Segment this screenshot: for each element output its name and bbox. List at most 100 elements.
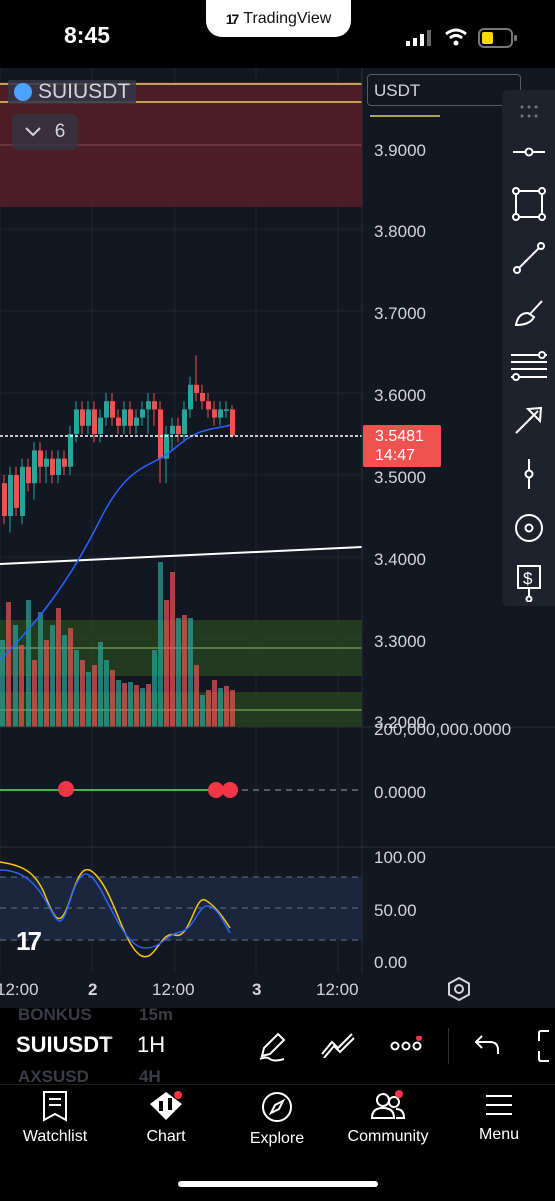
candle-body	[152, 401, 157, 410]
target-icon[interactable]	[502, 506, 555, 550]
symbol-selector[interactable]: SUIUSDT	[16, 1032, 113, 1057]
candle-body	[158, 409, 163, 459]
arrow-icon[interactable]	[502, 398, 555, 442]
prev-symbol-ghost: BONKUS	[18, 1005, 92, 1024]
toolbar-divider	[448, 1028, 449, 1064]
candle-body	[68, 434, 73, 467]
candle-body	[86, 409, 91, 426]
nav-community[interactable]: Community	[333, 1090, 443, 1160]
volume-bar	[19, 645, 24, 727]
volume-axis-label: 200,000,000.0000	[374, 720, 511, 739]
symbol-legend[interactable]: SUIUSDT	[8, 80, 137, 104]
drag-handle-icon[interactable]	[502, 90, 555, 134]
fullscreen-button[interactable]	[537, 1029, 555, 1068]
svg-text:$: $	[523, 569, 533, 588]
candle-body	[14, 475, 19, 508]
price-line-icon[interactable]	[502, 452, 555, 496]
candle-body	[164, 434, 169, 459]
currency-label[interactable]: USDT	[367, 74, 521, 106]
candle-body	[140, 409, 145, 418]
brush-icon[interactable]	[502, 290, 555, 334]
time-axis-label: 3	[252, 980, 261, 999]
last-price-tag: 3.5481 14:47	[363, 425, 441, 467]
nav-watchlist[interactable]: Watchlist	[0, 1090, 110, 1160]
volume-bar	[50, 625, 55, 727]
candle-body	[128, 409, 133, 426]
signal-icon	[406, 30, 432, 51]
compass-icon	[262, 1092, 292, 1122]
more-button[interactable]	[390, 1035, 424, 1059]
volume-bar	[68, 628, 73, 727]
indicators-button[interactable]	[320, 1032, 356, 1063]
time-axis-label: 12:00	[316, 980, 359, 999]
undo-button[interactable]	[474, 1034, 500, 1061]
candle-body	[50, 458, 55, 475]
horizontal-line-icon[interactable]	[502, 130, 555, 174]
candle-body	[176, 425, 181, 434]
candle-body	[74, 409, 79, 434]
status-time: 8:45	[64, 22, 111, 48]
app-name: TradingView	[243, 9, 332, 27]
price-axis-label: 3.4000	[374, 550, 426, 569]
volume-bar	[44, 640, 49, 727]
volume-bar	[128, 682, 133, 727]
volume-bar	[98, 642, 103, 727]
price-range-icon[interactable]: $	[502, 560, 555, 604]
volume-bar	[13, 625, 18, 727]
wifi-icon	[444, 28, 468, 51]
interval-selector[interactable]: 1H	[137, 1032, 166, 1057]
volume-bar	[6, 602, 11, 727]
volume-bar	[0, 640, 5, 727]
volume-bar	[176, 618, 181, 727]
volume-bar	[56, 608, 61, 727]
candle-body	[206, 401, 211, 410]
candle-body	[218, 409, 223, 418]
candle-body	[110, 401, 115, 418]
volume-bar	[92, 665, 97, 727]
volume-bar	[224, 686, 229, 727]
candle-body	[2, 483, 7, 516]
volume-bar	[170, 572, 175, 727]
candle-body	[212, 409, 217, 418]
indicators-collapse-button[interactable]: 6	[12, 114, 78, 150]
nav-community-label: Community	[347, 1128, 429, 1145]
bar-countdown: 14:47	[375, 447, 416, 464]
tradingview-logo-icon: 17	[225, 10, 240, 27]
price-axis-label: 3.8000	[374, 222, 426, 241]
symbol-legend-text: SUIUSDT	[38, 80, 131, 103]
time-axis-label: 12:00	[0, 980, 39, 999]
price-axis-label: 3.6000	[374, 386, 426, 405]
rectangle-icon[interactable]	[502, 182, 555, 226]
candle-body	[80, 409, 85, 426]
price-axis-label: 3.5000	[374, 468, 426, 487]
nav-chart[interactable]: Chart	[111, 1090, 221, 1160]
candle-body	[20, 466, 25, 516]
more-dots-icon	[390, 1035, 422, 1051]
undo-icon	[474, 1035, 499, 1054]
volume-bar	[164, 600, 169, 727]
price-axis-label: 3.7000	[374, 304, 426, 323]
volume-bar	[26, 600, 31, 727]
volume-bar	[62, 635, 67, 727]
volume-bar	[140, 688, 145, 727]
trend-line-icon[interactable]	[502, 236, 555, 280]
volume-bar	[206, 690, 211, 727]
volume-bar	[218, 688, 223, 727]
indicator-count: 6	[54, 121, 66, 142]
price-chart-svg[interactable]: 3.9000 3.8000 3.7000 3.6000 3.5000 3.4000 3.30…	[0, 68, 555, 1008]
fib-levels-icon[interactable]	[502, 344, 555, 388]
candle-body	[200, 393, 205, 402]
candle-body	[116, 417, 121, 426]
price-axis-label: 3.3000	[374, 632, 426, 651]
candle-body	[122, 409, 127, 426]
stoch-k-line	[0, 861, 231, 958]
nav-menu[interactable]: Menu	[444, 1090, 554, 1160]
nav-explore[interactable]: Explore	[222, 1090, 332, 1160]
stoch-d-line	[0, 869, 231, 949]
volume-bar	[116, 680, 121, 727]
chart-settings-icon[interactable]	[446, 976, 472, 1002]
chart-area[interactable]: 3.9000 3.8000 3.7000 3.6000 3.5000 3.4000 3.30…	[0, 68, 555, 1008]
price-axis-label: 3.9000	[374, 141, 426, 160]
drawing-tools-button[interactable]	[256, 1030, 288, 1067]
candle-body	[104, 401, 109, 418]
